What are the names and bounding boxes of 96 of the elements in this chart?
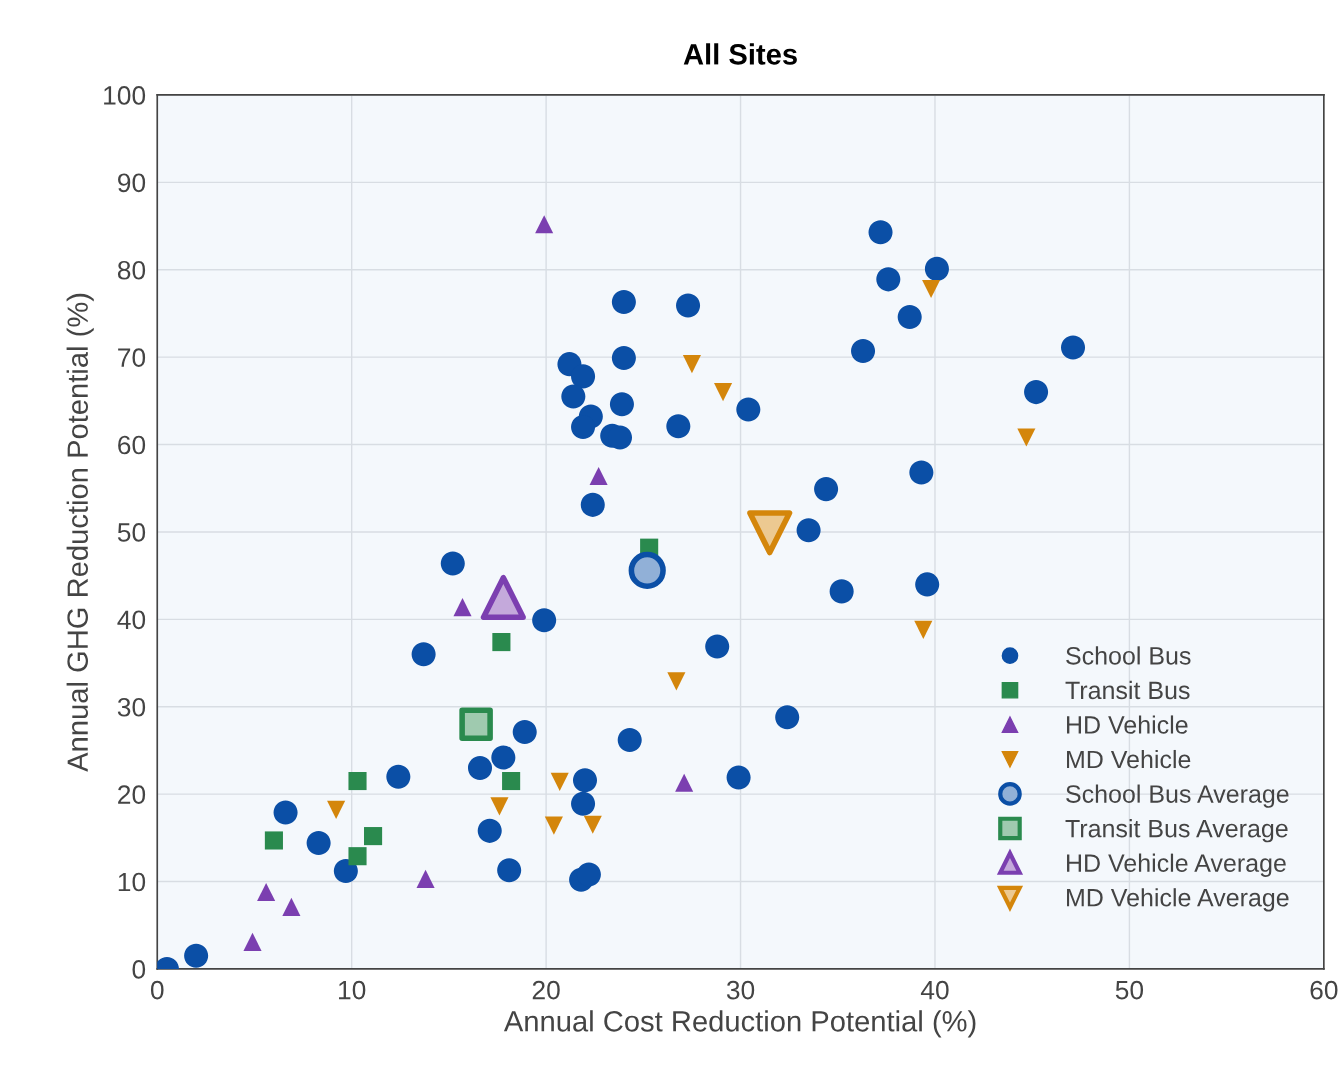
point — [775, 705, 800, 730]
y-tick-label: 60 — [118, 435, 146, 455]
x-axis-title: Annual Cost Reduction Potential (%) — [503, 1010, 976, 1038]
point — [571, 791, 596, 816]
point — [491, 745, 516, 770]
point — [1024, 380, 1049, 405]
legend-label: School Bus Average — [1066, 784, 1289, 808]
point — [583, 815, 602, 834]
point — [829, 579, 854, 604]
point — [736, 397, 761, 422]
point — [922, 279, 941, 299]
point — [453, 598, 472, 617]
point — [851, 339, 876, 364]
legend-label: MD Vehicle Average — [1067, 888, 1289, 912]
point — [306, 831, 331, 856]
point — [915, 572, 940, 597]
point — [411, 642, 436, 667]
legend-label: HD Vehicle — [1067, 715, 1188, 734]
point — [682, 355, 701, 374]
point — [611, 290, 636, 315]
point — [675, 773, 694, 792]
point — [416, 869, 435, 888]
point — [561, 384, 586, 409]
point — [796, 518, 821, 543]
x-tick-label: 20 — [532, 980, 560, 1000]
point — [667, 672, 686, 691]
point — [897, 304, 922, 329]
point — [440, 551, 465, 576]
y-tick-label: 20 — [118, 785, 146, 804]
y-tick-label: 70 — [118, 348, 146, 367]
y-axis-title: Annual GHG Reduction Potential (%) — [66, 293, 94, 772]
point — [497, 858, 522, 883]
legend-label: MD Vehicle — [1067, 749, 1191, 769]
point — [535, 215, 554, 234]
point — [477, 818, 502, 843]
y-tick-label: 100 — [104, 86, 146, 105]
point — [611, 346, 636, 371]
y-tick-label: 10 — [118, 872, 146, 892]
point — [617, 727, 642, 752]
point — [705, 634, 730, 659]
legend-label: School Bus — [1066, 646, 1191, 665]
point — [868, 220, 893, 245]
x-tick-label: 30 — [726, 980, 755, 1000]
point — [571, 364, 596, 389]
point — [1017, 428, 1036, 447]
point — [544, 816, 563, 835]
point — [726, 765, 751, 790]
point — [589, 466, 608, 486]
point — [572, 768, 598, 793]
x-tick-label: 50 — [1115, 980, 1144, 1000]
point — [282, 897, 301, 916]
point — [676, 293, 701, 318]
point — [364, 827, 383, 846]
legend-label: HD Vehicle Average — [1067, 853, 1286, 877]
point — [264, 831, 283, 850]
y-tick-label: 90 — [118, 173, 146, 193]
point — [184, 943, 209, 968]
point — [876, 267, 901, 292]
point — [550, 772, 569, 791]
chart-title: All Sites — [683, 43, 797, 65]
point — [348, 771, 367, 791]
point — [386, 764, 411, 789]
y-tick-label: 0 — [132, 960, 146, 979]
point — [467, 755, 493, 780]
point — [512, 720, 537, 745]
point — [348, 847, 367, 866]
y-tick-label: 50 — [117, 523, 146, 542]
x-tick-label: 10 — [339, 980, 366, 1000]
x-tick-label: 40 — [920, 980, 949, 1000]
point — [1060, 335, 1086, 360]
x-tick-label: 0 — [150, 980, 164, 1000]
point — [571, 415, 596, 440]
point — [490, 797, 509, 816]
point — [814, 477, 839, 502]
point — [924, 256, 949, 281]
point — [580, 492, 605, 517]
legend-label: Transit Bus Average — [1065, 819, 1288, 843]
point — [243, 932, 262, 951]
point — [609, 392, 634, 417]
y-tick-label: 30 — [117, 697, 146, 717]
point — [666, 414, 691, 439]
point — [273, 800, 298, 825]
point — [333, 859, 358, 884]
y-tick-label: 80 — [117, 260, 146, 280]
point — [502, 771, 521, 791]
point — [327, 800, 346, 819]
point — [257, 882, 276, 902]
point — [713, 383, 733, 402]
point — [909, 460, 934, 485]
point — [492, 633, 511, 652]
point — [576, 862, 601, 887]
x-tick-label: 60 — [1310, 980, 1338, 1000]
point — [914, 620, 933, 639]
legend-label: Transit Bus — [1065, 680, 1190, 700]
y-tick-label: 40 — [117, 610, 146, 630]
point — [532, 608, 557, 633]
